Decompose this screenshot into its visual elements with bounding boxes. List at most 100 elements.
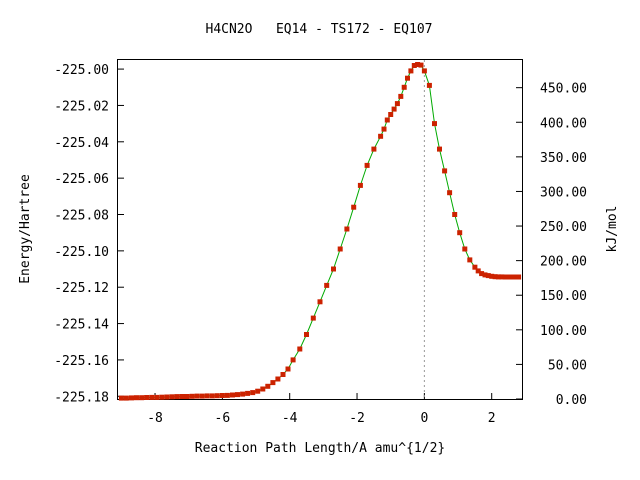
data-point: [432, 121, 437, 127]
plot-frame: [117, 59, 523, 400]
right-axis-ticks: 0.00 50.00 100.00 150.00 200.00 250.00 300.00 3…: [516, 82, 587, 408]
data-point: [442, 168, 448, 174]
y-tick-label: -225.16: [54, 354, 109, 369]
chart-title: H4CN2O EQ14 - TS172 - EQ107: [206, 22, 433, 37]
data-point: [174, 394, 180, 400]
data-point: [479, 271, 485, 277]
x-axis-label: Reaction Path Length/A amu^{1/2}: [195, 441, 445, 456]
y2-tick-label: 300.00: [540, 185, 587, 200]
x-tick-label: -8: [147, 411, 163, 426]
data-point: [457, 230, 463, 236]
data-point: [509, 274, 515, 280]
data-point: [164, 394, 170, 400]
x-tick-label: -6: [215, 411, 231, 426]
data-point: [437, 146, 442, 152]
data-point: [144, 395, 150, 400]
data-point: [467, 257, 473, 263]
data-point: [344, 226, 350, 232]
data-point: [129, 395, 134, 401]
data-point: [472, 264, 478, 270]
x-tick-label: -4: [282, 411, 298, 426]
y-tick-label: -225.10: [54, 245, 109, 260]
y-tick-label: -225.04: [54, 136, 109, 151]
data-point: [310, 315, 316, 321]
data-point: [290, 357, 296, 363]
data-point: [506, 274, 511, 280]
data-point: [169, 394, 175, 400]
data-point: [118, 395, 124, 401]
data-point: [391, 106, 397, 112]
data-point: [502, 274, 508, 280]
data-point: [204, 393, 210, 399]
data-point: [485, 273, 491, 279]
data-point: [371, 146, 377, 152]
series-markers: [118, 62, 522, 401]
y2-tick-label: 450.00: [540, 82, 587, 97]
data-point: [462, 246, 468, 252]
data-point: [285, 366, 291, 372]
data-point: [415, 62, 421, 67]
data-point: [189, 393, 195, 399]
data-point: [401, 84, 407, 90]
y2-tick-label: 100.00: [540, 324, 587, 339]
y2-tick-label: 50.00: [548, 358, 587, 373]
x-tick-label: 0: [420, 411, 428, 426]
data-point: [280, 372, 286, 377]
data-point: [452, 212, 458, 217]
data-point: [405, 75, 410, 81]
data-point: [388, 112, 394, 117]
data-point: [384, 117, 390, 123]
data-point: [381, 126, 387, 132]
data-point: [235, 392, 240, 398]
data-point: [475, 268, 481, 274]
y-axis-label: Energy/Hartree: [18, 174, 33, 284]
y2-tick-label: 0.00: [556, 393, 587, 408]
data-point: [214, 393, 220, 399]
data-point: [139, 395, 145, 401]
data-point: [512, 274, 518, 280]
data-point: [184, 394, 190, 399]
data-point: [179, 394, 185, 399]
data-point: [265, 383, 271, 389]
data-point: [317, 299, 323, 305]
data-point: [260, 386, 266, 392]
data-point: [240, 391, 246, 397]
y2-tick-label: 250.00: [540, 220, 587, 235]
data-point: [398, 93, 404, 99]
data-point: [495, 274, 501, 280]
data-point: [123, 395, 129, 401]
y-tick-label: -225.18: [54, 390, 109, 405]
data-point: [194, 393, 200, 399]
data-point: [408, 68, 414, 74]
x-tick-label: -2: [349, 411, 365, 426]
data-point: [149, 394, 155, 400]
y-tick-label: -225.06: [54, 172, 109, 187]
y2-tick-label: 150.00: [540, 289, 587, 304]
left-axis-ticks: -225.18 -225.16 -225.14 -225.12 -225.10 -225.…: [54, 63, 124, 405]
data-point: [297, 346, 303, 352]
data-point: [411, 63, 417, 68]
y2-tick-label: 400.00: [540, 116, 587, 131]
y-tick-label: -225.02: [54, 99, 109, 114]
data-point: [275, 376, 281, 382]
data-point: [270, 380, 276, 386]
data-point: [492, 274, 498, 280]
y-tick-label: -225.08: [54, 209, 109, 224]
data-point: [516, 274, 522, 280]
data-point: [357, 182, 363, 188]
data-point: [224, 392, 230, 398]
data-point: [159, 394, 165, 400]
data-point: [331, 266, 336, 272]
x-tick-label: 2: [488, 411, 496, 426]
data-point: [482, 272, 488, 278]
data-point: [418, 62, 424, 68]
data-point: [134, 395, 139, 401]
y-tick-label: -225.12: [54, 281, 109, 296]
y2-tick-label: 350.00: [540, 151, 587, 166]
data-point: [421, 68, 427, 74]
data-point: [304, 332, 309, 337]
data-point: [378, 133, 384, 139]
y2-tick-label: 200.00: [540, 255, 587, 270]
data-point: [255, 388, 261, 394]
